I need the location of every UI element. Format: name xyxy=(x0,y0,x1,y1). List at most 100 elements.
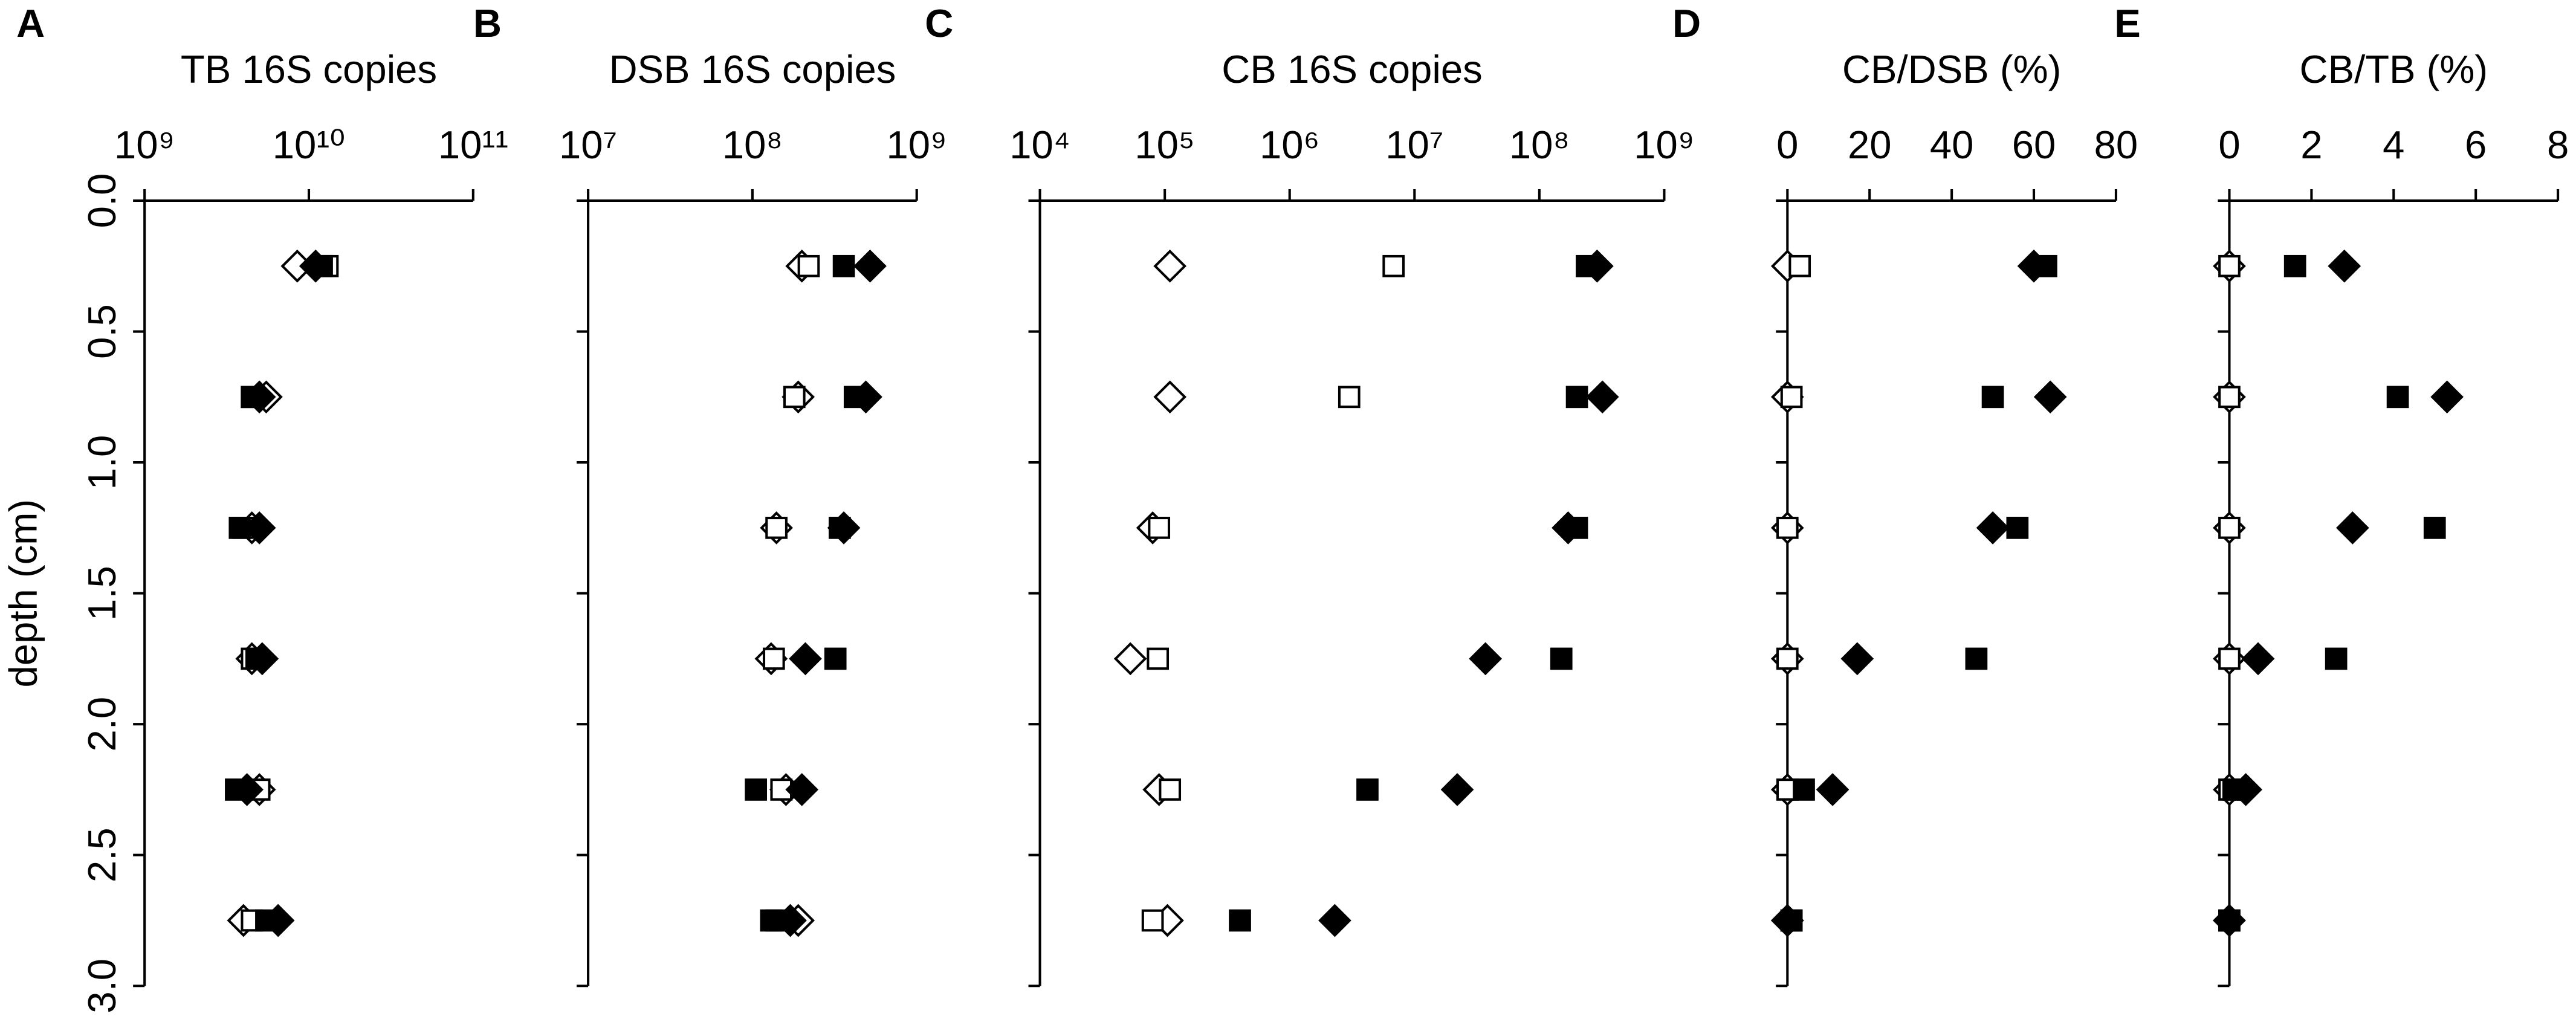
diamond-marker xyxy=(1469,642,1503,676)
diamond-marker xyxy=(1113,642,1147,676)
square-marker xyxy=(1565,386,1588,409)
square-marker xyxy=(2006,517,2029,539)
square-marker xyxy=(832,254,855,277)
diamond-marker xyxy=(2033,380,2067,414)
axis-title: DSB 16S copies xyxy=(609,47,896,91)
diamond-marker xyxy=(785,773,819,806)
diamond-marker xyxy=(242,380,276,414)
y-tick-label: 2.5 xyxy=(80,827,124,882)
y-tick-label: 1.5 xyxy=(80,566,124,621)
square-marker xyxy=(2218,254,2241,277)
x-tick-label: 0 xyxy=(2218,123,2240,167)
diamond-marker xyxy=(853,249,887,283)
x-tick-label: 10⁹ xyxy=(114,123,175,167)
square-marker xyxy=(783,386,806,409)
x-tick-label: 10⁹ xyxy=(1634,123,1694,167)
square-marker xyxy=(762,647,785,670)
square-marker xyxy=(2325,647,2348,670)
x-tick-label: 80 xyxy=(2094,123,2138,167)
square-marker xyxy=(2423,517,2446,539)
y-tick-label: 0.5 xyxy=(80,304,124,359)
diamond-marker xyxy=(2430,380,2464,414)
axis-title: CB 16S copies xyxy=(1222,47,1482,91)
diamond-marker xyxy=(230,773,264,806)
square-marker xyxy=(2218,386,2241,409)
y-axis-label: depth (cm) xyxy=(1,499,45,688)
diamond-marker xyxy=(1770,904,1804,937)
square-marker xyxy=(1776,517,1799,539)
panel-letter: D xyxy=(1672,1,1701,45)
diamond-marker xyxy=(2017,249,2051,283)
diamond-marker xyxy=(242,511,276,545)
x-tick-label: 40 xyxy=(1930,123,1974,167)
panel-letter: C xyxy=(925,1,953,45)
diamond-marker xyxy=(245,642,279,676)
square-marker xyxy=(1356,778,1379,801)
y-tick-label: 0.0 xyxy=(80,173,124,228)
diamond-marker xyxy=(849,380,882,414)
x-tick-label: 10¹¹ xyxy=(438,123,508,167)
square-marker xyxy=(1338,386,1361,409)
panel-letter: B xyxy=(473,1,502,45)
square-marker xyxy=(1788,254,1811,277)
x-tick-label: 10⁹ xyxy=(886,123,947,167)
y-tick-label: 1.0 xyxy=(80,435,124,490)
square-marker xyxy=(2386,386,2409,409)
axis-title: CB/DSB (%) xyxy=(1842,47,2061,91)
diamond-marker xyxy=(2335,511,2369,545)
panel-letter: E xyxy=(2114,1,2141,45)
axis-title: TB 16S copies xyxy=(181,47,437,91)
square-marker xyxy=(1141,909,1164,932)
x-tick-label: 10⁸ xyxy=(722,123,783,167)
square-marker xyxy=(1147,647,1170,670)
square-marker xyxy=(1229,909,1251,932)
x-tick-label: 2 xyxy=(2300,123,2322,167)
x-tick-label: 10⁸ xyxy=(1509,123,1570,167)
square-marker xyxy=(1965,647,1988,670)
square-marker xyxy=(765,517,788,539)
square-marker xyxy=(1550,647,1573,670)
square-marker xyxy=(1776,647,1799,670)
y-tick-label: 3.0 xyxy=(80,959,124,1014)
diamond-marker xyxy=(2241,642,2275,676)
diamond-marker xyxy=(2328,249,2361,283)
square-marker xyxy=(1148,517,1171,539)
x-tick-label: 10⁷ xyxy=(1385,123,1443,167)
x-tick-label: 10⁴ xyxy=(1009,123,1070,167)
square-marker xyxy=(797,254,820,277)
square-marker xyxy=(1780,386,1803,409)
x-tick-label: 10⁷ xyxy=(559,123,617,167)
x-tick-label: 10¹⁰ xyxy=(273,123,345,167)
diamond-marker xyxy=(299,249,332,283)
diamond-marker xyxy=(1585,380,1619,414)
diamond-marker xyxy=(774,904,807,937)
diamond-marker xyxy=(261,904,295,937)
diamond-marker xyxy=(1153,380,1187,414)
y-tick-label: 2.0 xyxy=(80,697,124,752)
x-tick-label: 10⁵ xyxy=(1134,123,1195,167)
diamond-marker xyxy=(1552,511,1585,545)
diamond-marker xyxy=(1440,773,1474,806)
square-marker xyxy=(745,778,768,801)
diamond-marker xyxy=(2229,773,2263,806)
diamond-marker xyxy=(827,511,861,545)
diamond-marker xyxy=(1318,904,1351,937)
x-tick-label: 4 xyxy=(2383,123,2404,167)
diamond-marker xyxy=(1840,642,1874,676)
x-tick-label: 10⁶ xyxy=(1260,123,1319,167)
square-marker xyxy=(2218,517,2241,539)
square-marker xyxy=(824,647,847,670)
x-tick-label: 20 xyxy=(1848,123,1892,167)
axis-title: CB/TB (%) xyxy=(2299,47,2488,91)
diamond-marker xyxy=(2213,904,2246,937)
square-marker xyxy=(2218,647,2241,670)
square-marker xyxy=(1159,778,1182,801)
square-marker xyxy=(1981,386,2004,409)
diamond-marker xyxy=(1153,249,1187,283)
x-tick-label: 0 xyxy=(1776,123,1798,167)
panel-letter: A xyxy=(16,1,45,45)
x-tick-label: 8 xyxy=(2547,123,2569,167)
diamond-marker xyxy=(1816,773,1849,806)
diamond-marker xyxy=(1976,511,2010,545)
